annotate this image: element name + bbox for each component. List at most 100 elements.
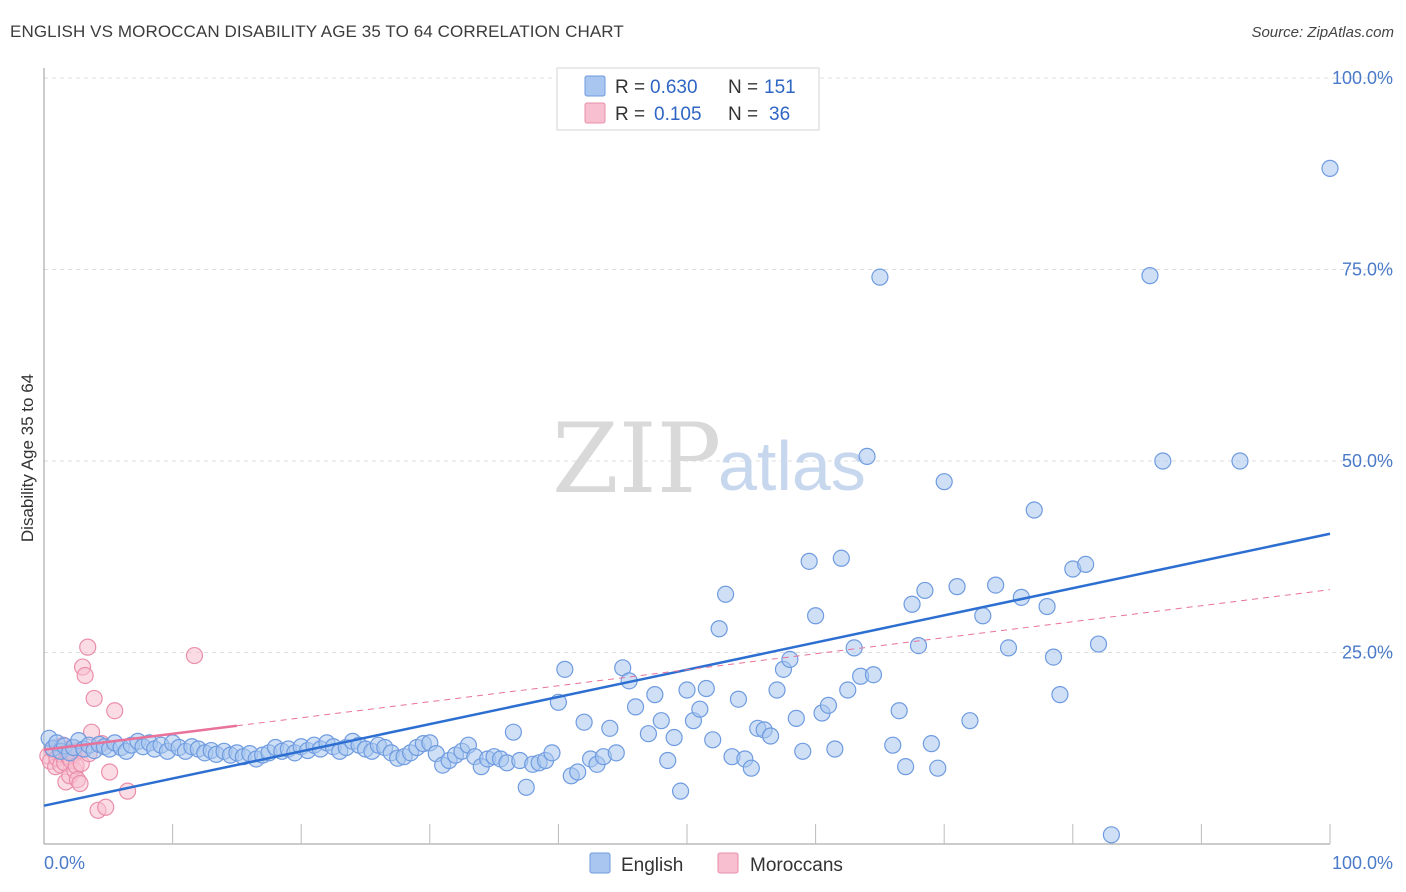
english-point-108 (710, 620, 728, 638)
english-point-96 (626, 698, 645, 716)
english-point-119 (781, 650, 799, 668)
legend-r-label-moroccans: R = (615, 104, 645, 125)
english-point-88 (575, 713, 593, 731)
english-point-157 (1141, 267, 1159, 285)
english-point-127 (832, 549, 850, 567)
english-point-98 (646, 686, 664, 704)
english-point-154 (1077, 555, 1095, 574)
legend-r-value-moroccans: 0.105 (654, 104, 702, 125)
bottom-legend-label-english: English (621, 855, 683, 876)
y-tick-labels: 100.0% 75.0% 50.0% 25.0% (1332, 68, 1393, 663)
moroccans-trendline-dashed (236, 589, 1331, 727)
chart-title: ENGLISH VS MOROCCAN DISABILITY AGE 35 TO… (10, 22, 624, 41)
english-point-159 (1231, 452, 1249, 470)
english-point-158 (1154, 452, 1172, 470)
bottom-legend: English Moroccans (589, 852, 843, 876)
moroccans-point-21 (71, 774, 89, 793)
english-point-151 (1044, 648, 1063, 666)
moroccans-point-35 (185, 646, 204, 665)
english-point-92 (601, 719, 619, 737)
legend-n-label-english: N = (728, 77, 758, 98)
english-point-79 (517, 778, 535, 796)
bottom-legend-label-moroccans: Moroccans (750, 855, 843, 876)
english-point-125 (819, 696, 838, 714)
english-point-147 (999, 639, 1018, 657)
watermark-zip: ZIP (552, 403, 721, 515)
english-point-103 (678, 681, 696, 699)
english-point-141 (929, 759, 947, 777)
source-label: Source: ZipAtlas.com (1251, 24, 1394, 41)
english-point-143 (948, 578, 966, 596)
english-point-152 (1051, 686, 1069, 704)
english-point-99 (652, 712, 670, 730)
english-point-105 (691, 700, 709, 718)
english-point-136 (897, 758, 915, 776)
english-point-106 (697, 679, 715, 698)
english-point-150 (1038, 597, 1056, 616)
english-point-77 (504, 723, 522, 741)
x-tick-marks (172, 824, 1331, 844)
y-tick-label-0: 100.0% (1332, 68, 1393, 88)
moroccans-point-31 (97, 798, 115, 816)
english-point-133 (871, 268, 889, 286)
english-point-146 (987, 576, 1005, 594)
english-point-140 (922, 735, 940, 753)
trendlines (43, 532, 1331, 807)
english-point-120 (787, 709, 805, 727)
english-point-126 (826, 740, 844, 758)
english-point-109 (716, 585, 735, 603)
english-point-123 (806, 607, 825, 625)
legend-r-value-english: 0.630 (650, 77, 698, 98)
bottom-legend-swatch-moroccans (717, 852, 739, 874)
english-point-116 (761, 727, 780, 745)
x-tick-label-max: 100.0% (1332, 853, 1393, 873)
legend-n-value-english: 151 (764, 77, 796, 98)
english-point-111 (729, 690, 748, 708)
english-point-85 (556, 660, 574, 678)
english-point-121 (794, 742, 812, 760)
moroccans-point-32 (100, 763, 119, 781)
watermark-atlas: atlas (718, 427, 866, 505)
bottom-legend-swatch-english (589, 852, 611, 874)
english-point-144 (961, 712, 979, 730)
english-point-131 (858, 447, 876, 466)
x-tick-label-min: 0.0% (44, 853, 85, 873)
english-point-132 (864, 666, 883, 684)
english-point-149 (1025, 501, 1043, 519)
english-point-102 (671, 782, 690, 800)
english-point-122 (800, 552, 818, 570)
english-point-156 (1102, 826, 1120, 844)
moroccans-point-24 (76, 666, 94, 685)
english-point-128 (839, 681, 857, 699)
y-tick-label-1: 75.0% (1342, 260, 1393, 280)
legend-n-value-moroccans: 36 (769, 104, 790, 125)
english-point-87 (569, 763, 587, 781)
watermark: ZIP atlas (552, 403, 866, 515)
legend-swatch-moroccans (584, 102, 606, 124)
legend-n-label-moroccans: N = (728, 104, 758, 125)
y-tick-label-2: 50.0% (1342, 451, 1393, 471)
english-point-139 (916, 581, 934, 600)
english-point-145 (974, 607, 992, 625)
english-point-142 (935, 473, 953, 491)
english-point-107 (704, 731, 722, 749)
legend-swatch-english (584, 75, 606, 97)
english-point-155 (1089, 635, 1108, 653)
english-point-101 (665, 728, 683, 747)
english-point-137 (903, 595, 921, 613)
moroccans-trendline-solid (43, 724, 238, 752)
moroccans-point-33 (106, 702, 124, 720)
moroccans-points (39, 638, 204, 819)
y-axis-label: Disability Age 35 to 64 (18, 374, 37, 542)
english-point-117 (768, 681, 786, 699)
english-point-160 (1321, 159, 1339, 177)
moroccans-point-34 (118, 782, 137, 800)
english-point-100 (659, 751, 677, 770)
moroccans-point-28 (85, 689, 103, 708)
legend-r-label-english: R = (615, 77, 645, 98)
english-point-113 (742, 759, 760, 777)
legend: R = 0.630 N = 151 R = 0.105 N = 36 (556, 67, 820, 131)
english-point-135 (890, 702, 908, 720)
english-point-97 (639, 725, 658, 743)
